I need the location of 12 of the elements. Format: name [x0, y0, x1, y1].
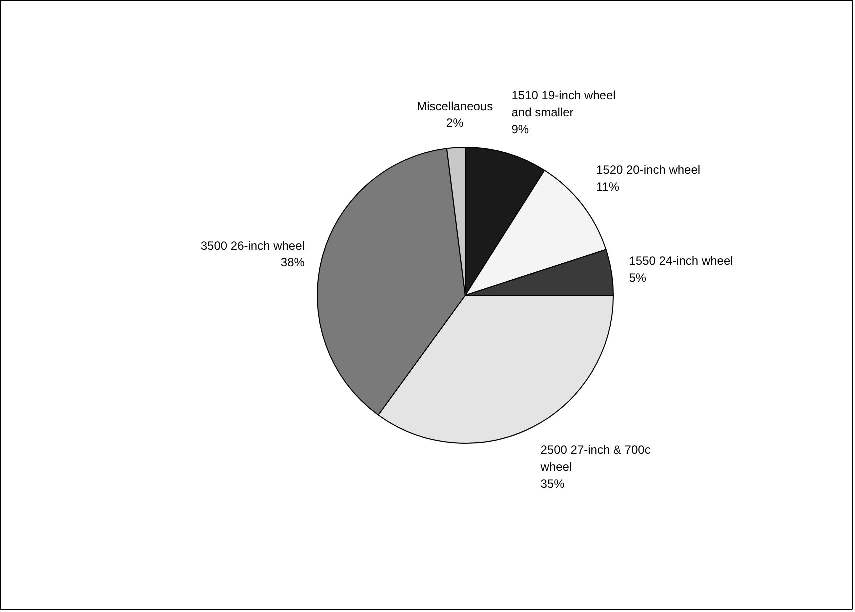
data-label: 11% — [596, 180, 620, 194]
data-label: 38% — [280, 256, 306, 270]
slice-label: Miscellaneous — [417, 99, 494, 114]
slice-label: 1510 19-inch wheel and smaller — [512, 88, 616, 120]
slice-label: 2500 27-inch & 700c wheel — [540, 443, 651, 474]
slice-label: 1520 20-inch wheel — [596, 163, 701, 178]
slice-label: 3500 26-inch wheel — [200, 238, 305, 253]
data-label: 9% — [512, 122, 530, 136]
data-label: 35% — [540, 476, 566, 491]
slice-label: 1550 24-inch wheel — [629, 254, 734, 268]
data-label: 2% — [446, 116, 464, 130]
data-label: 5% — [629, 270, 647, 285]
